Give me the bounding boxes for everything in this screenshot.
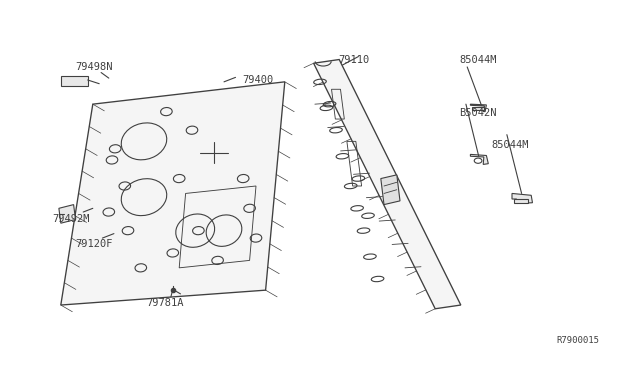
Text: 79110: 79110	[338, 55, 369, 64]
Text: 79492M: 79492M	[52, 215, 90, 224]
Text: 79120F: 79120F	[76, 239, 113, 248]
Bar	[514, 199, 528, 203]
Polygon shape	[470, 104, 486, 112]
Polygon shape	[381, 175, 400, 205]
Polygon shape	[470, 154, 488, 164]
Text: 79781A: 79781A	[146, 298, 184, 308]
Polygon shape	[61, 82, 285, 305]
Polygon shape	[314, 60, 461, 309]
Text: 79400: 79400	[242, 75, 273, 85]
Text: R7900015: R7900015	[557, 336, 600, 345]
Bar	[61, 76, 88, 86]
Text: 85044M: 85044M	[492, 140, 529, 150]
Text: 85044M: 85044M	[460, 55, 497, 64]
Bar	[472, 107, 484, 110]
Polygon shape	[512, 193, 532, 203]
Polygon shape	[59, 205, 76, 223]
Text: 79498N: 79498N	[76, 62, 113, 72]
Text: B5042N: B5042N	[460, 109, 497, 118]
